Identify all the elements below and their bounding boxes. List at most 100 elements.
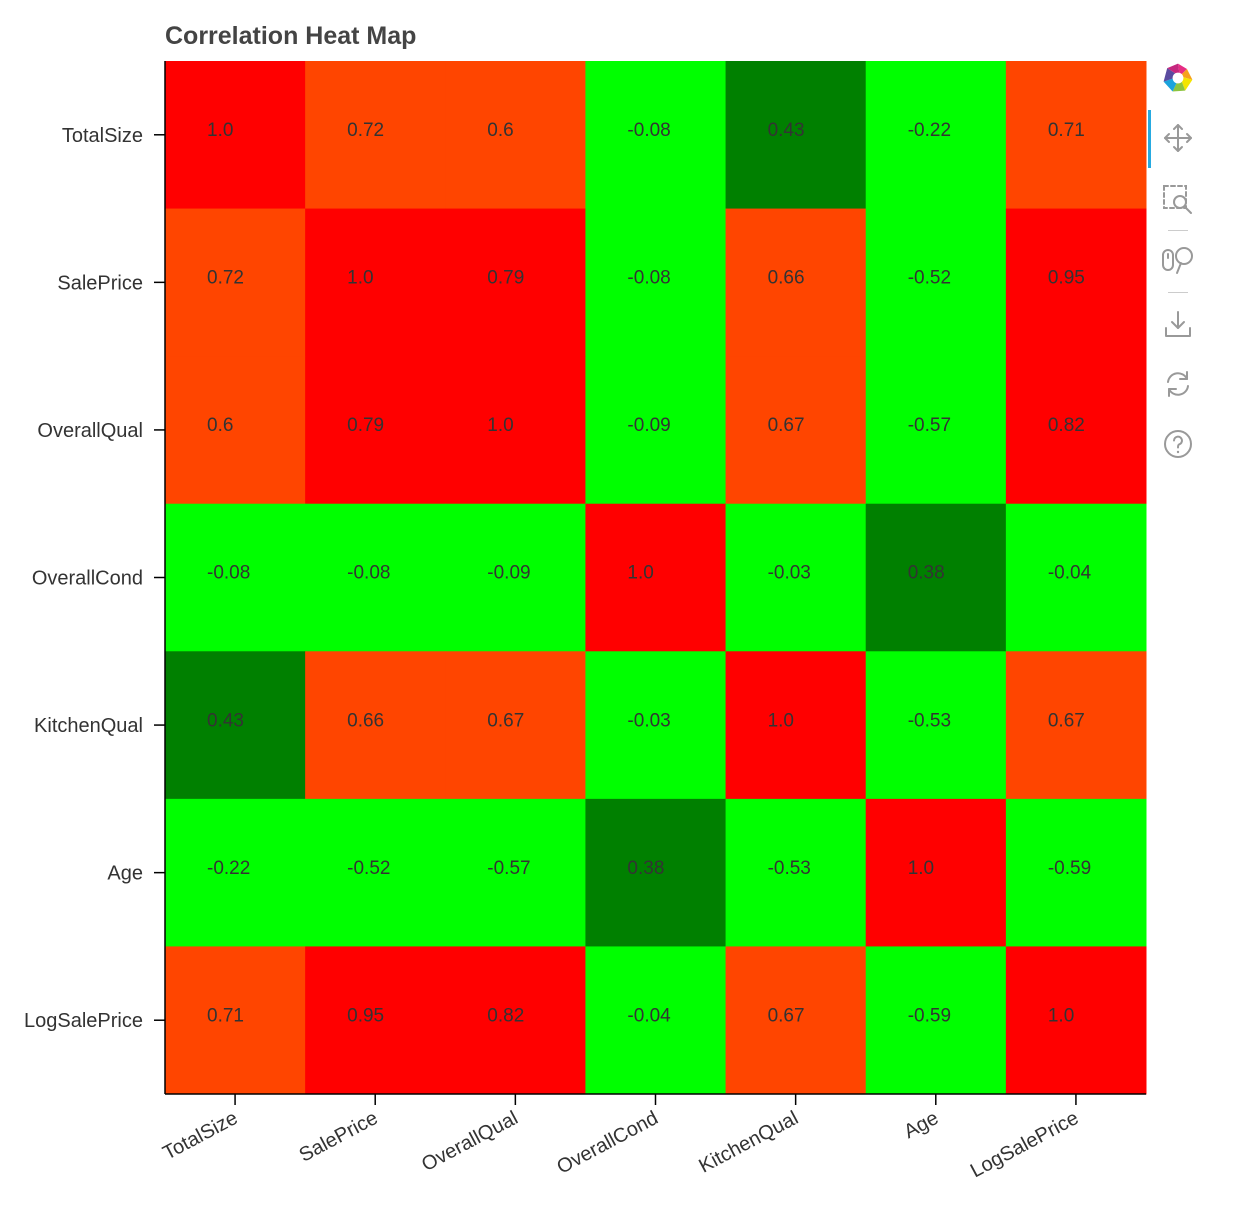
cell-value-label: -0.09 bbox=[487, 563, 530, 584]
heatmap-cell bbox=[305, 61, 446, 210]
cell-value-label: 0.38 bbox=[627, 858, 664, 879]
heatmap-cell bbox=[445, 651, 586, 800]
heatmap-cell bbox=[1005, 503, 1147, 652]
heatmap-cell bbox=[165, 61, 306, 210]
heatmap-cell bbox=[305, 798, 446, 947]
heatmap-cell bbox=[445, 946, 586, 1095]
cell-value-label: 0.6 bbox=[487, 120, 513, 141]
heatmap-cell bbox=[865, 946, 1007, 1095]
chart-toolbar bbox=[1148, 56, 1208, 476]
heatmap-cell bbox=[725, 651, 867, 800]
cell-value-label: 0.95 bbox=[1048, 268, 1085, 289]
cell-value-label: 0.43 bbox=[207, 710, 244, 731]
reset-icon[interactable] bbox=[1160, 366, 1196, 402]
heatmap-cell bbox=[165, 946, 306, 1095]
heatmap-cell bbox=[865, 798, 1007, 947]
cell-value-label: 1.0 bbox=[1048, 1005, 1074, 1026]
toolbar-separator bbox=[1168, 230, 1188, 231]
x-tick-label: LogSalePrice bbox=[967, 1107, 1082, 1182]
cell-value-label: -0.52 bbox=[908, 268, 951, 289]
heatmap-cell bbox=[725, 798, 867, 947]
cell-value-label: 1.0 bbox=[487, 415, 513, 436]
cell-value-label: -0.08 bbox=[207, 563, 250, 584]
cell-value-label: 0.82 bbox=[1048, 415, 1085, 436]
heatmap-cell bbox=[725, 356, 867, 505]
cell-value-label: 0.71 bbox=[207, 1005, 244, 1026]
heatmap-cell bbox=[445, 356, 586, 505]
x-tick-label: TotalSize bbox=[159, 1107, 241, 1165]
heatmap-cell bbox=[1005, 946, 1147, 1095]
active-tool-indicator bbox=[1148, 110, 1151, 168]
cell-value-label: -0.53 bbox=[768, 858, 811, 879]
cell-value-label: 0.67 bbox=[487, 710, 524, 731]
heatmap-cell bbox=[725, 61, 867, 210]
heatmap-cell bbox=[1005, 61, 1147, 210]
heatmap-cell bbox=[865, 208, 1007, 357]
cell-value-label: 0.79 bbox=[487, 268, 524, 289]
cell-value-label: -0.03 bbox=[768, 563, 811, 584]
x-tick-label: OverallQual bbox=[418, 1107, 522, 1176]
cell-value-label: 1.0 bbox=[627, 563, 653, 584]
x-tick-label: KitchenQual bbox=[695, 1107, 802, 1178]
cell-value-label: 1.0 bbox=[768, 710, 794, 731]
pan-icon[interactable] bbox=[1160, 120, 1196, 156]
cell-value-label: 1.0 bbox=[347, 268, 373, 289]
heatmap-cell bbox=[865, 503, 1007, 652]
heatmap-cell bbox=[725, 208, 867, 357]
y-tick-label: SalePrice bbox=[57, 272, 143, 294]
cell-value-label: 1.0 bbox=[207, 120, 233, 141]
heatmap-cell bbox=[725, 946, 867, 1095]
wheel-zoom-icon[interactable] bbox=[1160, 242, 1196, 278]
cell-value-label: -0.22 bbox=[908, 120, 951, 141]
heatmap-cell bbox=[445, 798, 586, 947]
bokeh-logo-icon[interactable] bbox=[1160, 60, 1196, 96]
heatmap-cell bbox=[585, 61, 727, 210]
y-tick-label: OverallQual bbox=[37, 420, 143, 442]
x-tick-label: SalePrice bbox=[296, 1107, 382, 1167]
cell-value-label: -0.52 bbox=[347, 858, 390, 879]
cell-value-label: 0.67 bbox=[1048, 710, 1085, 731]
cell-value-label: -0.08 bbox=[627, 268, 670, 289]
cell-value-label: 0.82 bbox=[487, 1005, 524, 1026]
heatmap-cell bbox=[865, 651, 1007, 800]
heatmap-cell bbox=[305, 208, 446, 357]
heatmap-cell bbox=[1005, 798, 1147, 947]
heatmap-cell bbox=[585, 503, 727, 652]
cell-value-label: -0.22 bbox=[207, 858, 250, 879]
heatmap-cell bbox=[585, 208, 727, 357]
heatmap-cell bbox=[1005, 208, 1147, 357]
cell-value-label: 0.79 bbox=[347, 415, 384, 436]
heatmap-cell bbox=[1005, 651, 1147, 800]
heatmap-cell bbox=[445, 208, 586, 357]
chart-title: Correlation Heat Map bbox=[165, 22, 416, 50]
cell-value-label: 0.67 bbox=[768, 415, 805, 436]
cell-value-label: -0.59 bbox=[908, 1005, 951, 1026]
heatmap-cell bbox=[165, 651, 306, 800]
cell-value-label: 0.71 bbox=[1048, 120, 1085, 141]
x-tick-label: Age bbox=[900, 1107, 942, 1143]
heatmap-cell bbox=[585, 798, 727, 947]
heatmap-cell bbox=[585, 651, 727, 800]
cell-value-label: 0.67 bbox=[768, 1005, 805, 1026]
save-icon[interactable] bbox=[1160, 306, 1196, 342]
cell-value-label: -0.53 bbox=[908, 710, 951, 731]
heatmap-cell bbox=[165, 356, 306, 505]
cell-value-label: 0.38 bbox=[908, 563, 945, 584]
heatmap-cells bbox=[165, 61, 1147, 1095]
box-zoom-icon[interactable] bbox=[1160, 182, 1196, 218]
cell-value-label: 0.72 bbox=[207, 268, 244, 289]
help-icon[interactable] bbox=[1160, 426, 1196, 462]
heatmap-cell bbox=[445, 61, 586, 210]
cell-value-label: -0.08 bbox=[347, 563, 390, 584]
cell-value-label: 0.6 bbox=[207, 415, 233, 436]
heatmap-cell bbox=[585, 356, 727, 505]
heatmap-cell bbox=[585, 946, 727, 1095]
heatmap-cell bbox=[865, 356, 1007, 505]
cell-value-label: 1.0 bbox=[908, 858, 934, 879]
y-tick-label: KitchenQual bbox=[34, 715, 143, 737]
heatmap-cell-labels: 1.0 0.72 0.6 -0.08 0.43 -0.22 0.71 0.72 1.0 0.79 -… bbox=[207, 120, 1092, 1026]
y-tick-label: LogSalePrice bbox=[24, 1010, 143, 1032]
cell-value-label: -0.04 bbox=[627, 1005, 671, 1026]
heatmap-cell bbox=[165, 503, 306, 652]
cell-value-label: -0.09 bbox=[627, 415, 670, 436]
